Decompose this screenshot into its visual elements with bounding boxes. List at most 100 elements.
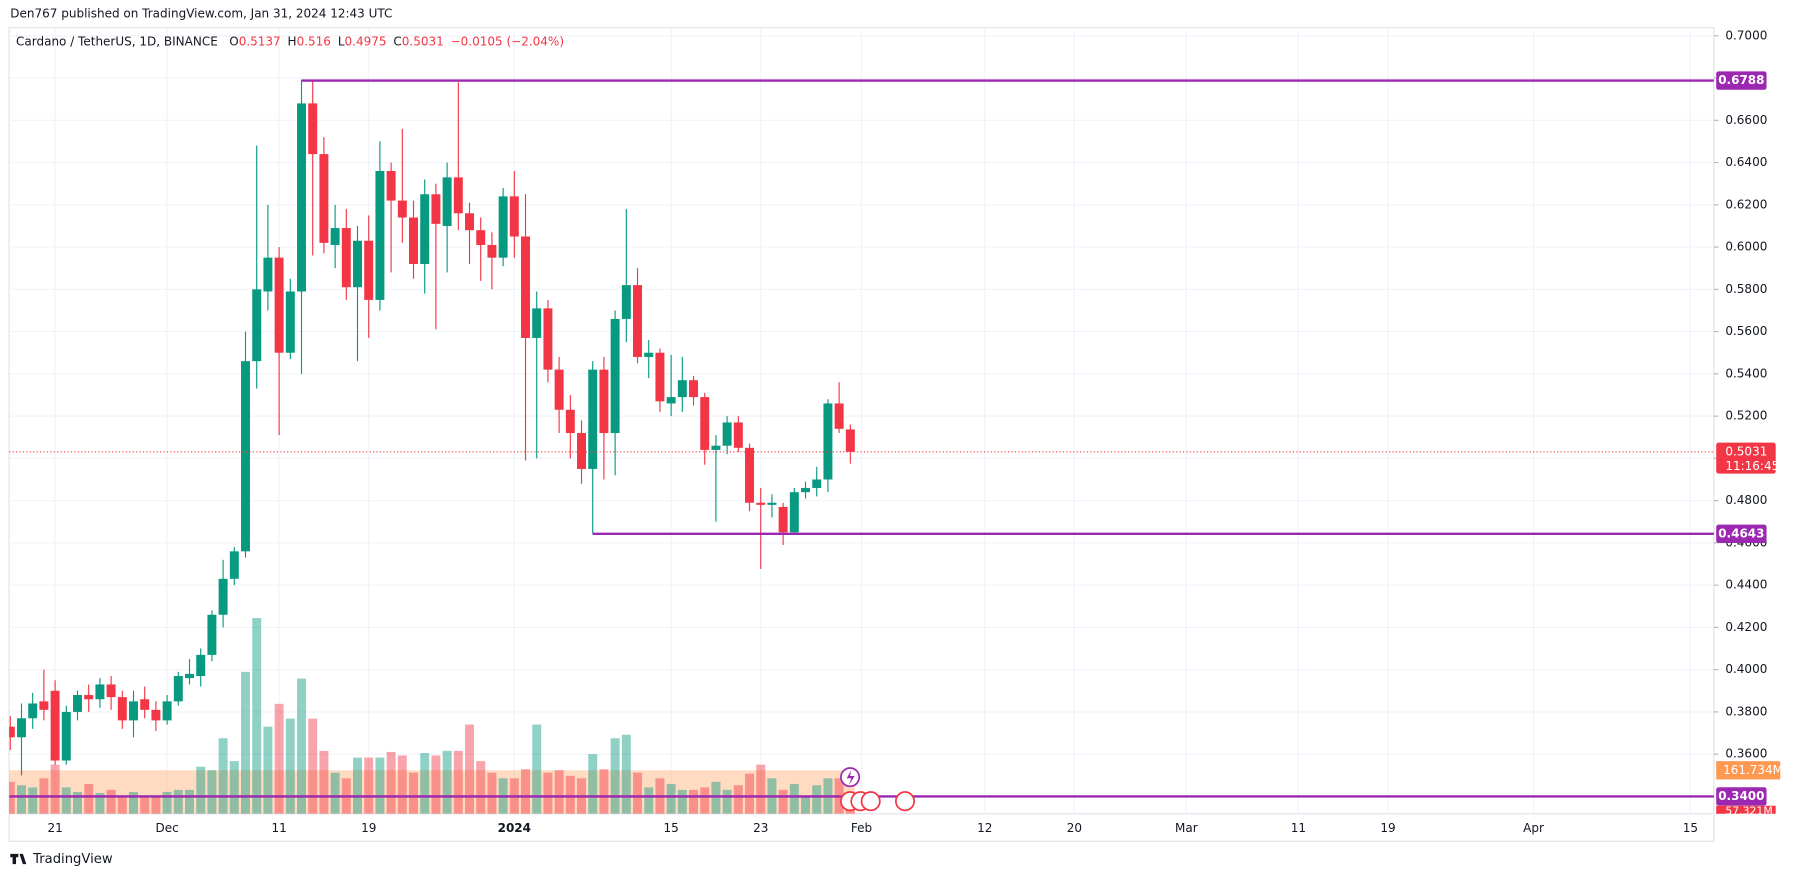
candle-body [677,380,687,398]
candle-body [778,506,788,533]
candle-body [241,361,250,552]
candle-body [364,240,374,300]
legend-letter: H [288,34,297,48]
volume-bar [252,618,262,814]
volume-bar [409,772,418,814]
candle-body [173,676,183,702]
volume-bar [711,781,721,814]
volume-bar [241,671,250,814]
x-tick-label: 23 [753,821,768,835]
candle-body [375,171,385,300]
candle-body [106,684,116,698]
volume-tag [1716,805,1776,814]
y-tick-label: 0.6400 [1725,155,1767,169]
y-tick-label: 0.4000 [1725,662,1767,676]
volume-bar [722,789,732,814]
candle-body [789,492,799,533]
candle-body [61,711,71,761]
volume-bar [229,761,239,814]
x-tick-label: 21 [47,821,62,835]
volume-bar [129,792,138,814]
volume-bar [677,789,687,814]
volume-bar [364,757,374,814]
candle-body [487,244,497,258]
volume-bar [17,785,26,814]
candle-body [834,403,844,429]
volume-ma-area [9,770,855,814]
x-tick-label: 2024 [498,821,531,835]
volume-bar [431,755,441,814]
y-tick-label: 0.3600 [1725,747,1767,761]
candle-body [353,240,362,288]
y-tick-label: 0.6000 [1725,240,1767,254]
x-tick-label: 15 [1683,821,1698,835]
x-tick-label: Mar [1175,821,1198,835]
volume-bar [173,789,183,814]
volume-bar [319,750,329,814]
candle-body [218,578,228,615]
candle-body [465,213,474,231]
volume-bar [185,789,194,814]
volume-bar [778,789,788,814]
volume-bar [621,734,631,814]
candle-body [50,690,60,761]
legend-value: 0.5031 [402,34,444,48]
legend-letter: O [229,34,238,48]
y-tick-label: 0.5200 [1725,409,1767,423]
x-tick-label: 12 [977,821,992,835]
candle-body [554,369,564,410]
candle-body [812,479,822,488]
legend-value: 0.516 [297,34,331,48]
candle-body [823,403,833,480]
candle-body [599,369,609,434]
candle-body [588,369,598,469]
candle-body [431,194,441,224]
volume-bar [465,724,474,814]
volume-bar [61,787,71,814]
volume-bar [442,750,452,814]
x-tick-label: 15 [663,821,678,835]
current-price-label: 0.5031 [1725,444,1767,458]
y-tick-label: 0.6600 [1725,113,1767,127]
volume-bar [666,783,676,814]
volume-bar [554,770,564,814]
candle-body [84,695,94,700]
volume-bar [532,724,542,814]
candle-body [95,684,105,700]
volume-bar [789,783,799,814]
candle-body [733,422,743,448]
volume-tag-label: 57.321M [1725,804,1772,817]
candle-body [252,289,262,362]
y-tick-label: 0.5400 [1725,366,1767,380]
x-tick-label: 20 [1067,821,1082,835]
candle-body [577,433,587,469]
level-tag [1716,71,1767,90]
x-tick-label: Apr [1523,821,1544,835]
candle-body [420,194,430,264]
level-tag [1716,787,1767,806]
candle-body [285,291,295,353]
volume-bar [420,753,430,814]
volume-bar [196,766,206,814]
volume-bar [756,764,766,814]
candle-body [117,697,127,721]
candle-body [341,228,351,288]
volume-bar [689,789,699,814]
x-tick-label: Feb [851,821,872,835]
candle-body [745,447,755,503]
volume-bar [521,769,530,814]
volume-bar [700,787,710,814]
candle-body [756,502,766,505]
grid [9,27,1714,814]
candle-body [17,718,26,738]
countdown: 11:16:45 [1725,459,1779,473]
level-tag-label: 0.3400 [1718,789,1764,803]
candle-body [196,654,206,677]
candle-body [151,709,161,721]
volume-bar [95,793,105,814]
brand: TradingView [32,852,113,867]
volume-bar [375,757,385,814]
candle-body [655,352,665,402]
volume-bar [140,795,150,814]
